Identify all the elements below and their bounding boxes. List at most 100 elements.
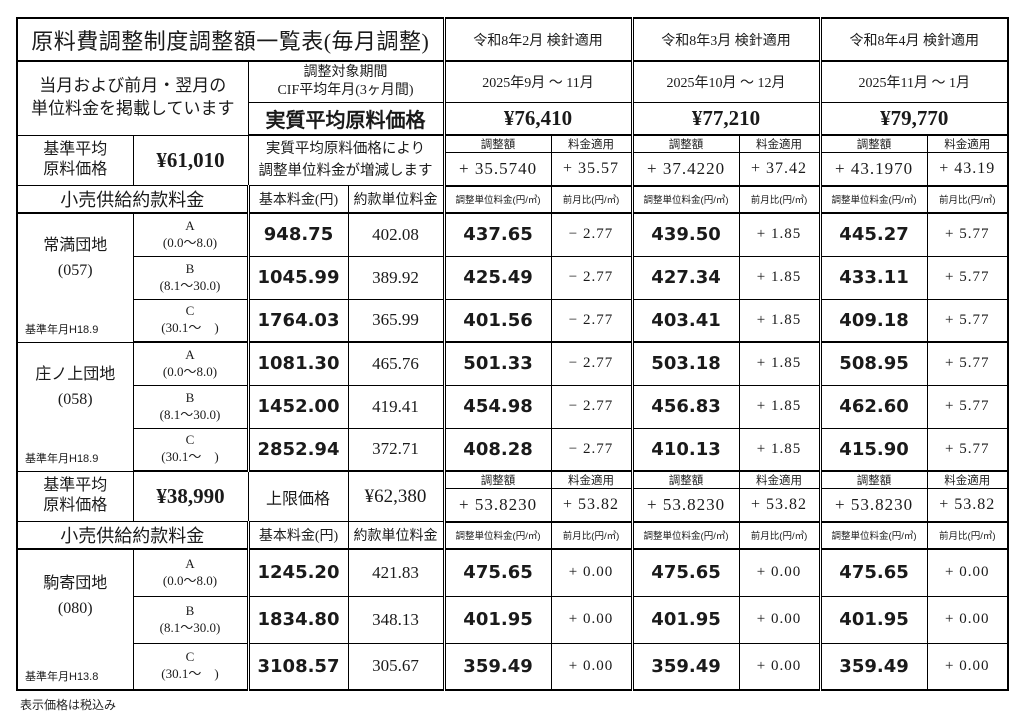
month-header: 令和8年4月 検針適用 [818,17,1009,62]
contract-unit-value: 402.08 [347,212,445,257]
mom-diff-value: + 5.77 [926,384,1009,429]
mom-diff-value: + 0.00 [550,642,633,691]
tier-label: C (30.1～ ) [132,642,249,691]
adj-amount-value: + 53.8230 [630,488,740,523]
cif-period: 2025年11月 ～ 1月 [818,60,1009,103]
mom-diff-value: + 0.00 [738,548,821,597]
adj-amount-header: 調整額 [442,470,552,489]
cap-price-value: ¥62,380 [347,470,445,522]
fee-applied-value: + 53.82 [926,488,1009,523]
base-fee-value: 3108.57 [246,642,349,691]
adjusted-unit-value: 403.41 [630,298,740,343]
adjusted-unit-value: 401.56 [442,298,552,343]
contract-unit-value: 365.99 [347,298,445,343]
fee-applied-value: + 53.82 [550,488,633,523]
adjusted-unit-value: 401.95 [630,595,740,644]
real-avg-price: ¥77,210 [630,101,821,136]
mom-diff-value: + 0.00 [550,595,633,644]
base-fee-value: 1081.30 [246,341,349,386]
adjusted-unit-header: 調整単位料金(円/㎥) [818,185,928,214]
base-fee-value: 1452.00 [246,384,349,429]
adj-amount-value: + 37.4220 [630,152,740,187]
adj-amount-header: 調整額 [818,134,928,153]
mom-diff-value: + 5.77 [926,255,1009,300]
page-title: 原料費調整制度調整額一覧表(毎月調整) [16,17,445,62]
adjusted-unit-value: 425.49 [442,255,552,300]
estate-cell: 駒寄団地 (080) 基準年月H13.8 [16,548,134,691]
base-fee-value: 1045.99 [246,255,349,300]
adj-amount-header: 調整額 [442,134,552,153]
tier-label: A (0.0～8.0) [132,341,249,386]
mom-diff-value: − 2.77 [550,384,633,429]
base-fee-header: 基本料金(円) [246,521,349,550]
contract-unit-value: 421.83 [347,548,445,597]
base-fee-value: 1245.20 [246,548,349,597]
adjusted-unit-value: 359.49 [818,642,928,691]
base-fee-value: 1834.80 [246,595,349,644]
adjusted-unit-value: 433.11 [818,255,928,300]
fee-applied-header: 料金適用 [550,134,633,153]
contract-header: 小売供給約款料金 [16,521,249,550]
adjusted-unit-value: 410.13 [630,427,740,472]
adjusted-unit-value: 475.65 [630,548,740,597]
fee-applied-header: 料金適用 [926,470,1009,489]
fee-applied-header: 料金適用 [738,134,821,153]
real-avg-label: 実質平均原料価格 [247,101,445,136]
adj-amount-value: + 35.5740 [442,152,552,187]
fee-applied-header: 料金適用 [550,470,633,489]
base-avg-value: ¥61,010 [132,134,249,186]
mom-diff-value: + 1.85 [738,427,821,472]
adjusted-unit-value: 501.33 [442,341,552,386]
adjusted-unit-value: 456.83 [630,384,740,429]
contract-unit-value: 389.92 [347,255,445,300]
base-fee-value: 1764.03 [246,298,349,343]
mom-diff-header: 前月比(円/㎥) [738,185,821,214]
adjusted-unit-value: 475.65 [442,548,552,597]
cap-price-label: 上限価格 [247,470,349,522]
adj-amount-value: + 53.8230 [442,488,552,523]
tariff-table: 原料費調整制度調整額一覧表(毎月調整) 令和8年2月 検針適用 令和8年3月 検… [16,17,1010,691]
estate-name: 庄ノ上団地 (058) [35,365,116,408]
tax-included-note: 表示価格は税込み [20,698,117,712]
mom-diff-header: 前月比(円/㎥) [926,521,1009,550]
base-fee-value: 2852.94 [246,427,349,472]
tier-label: B (8.1～30.0) [132,255,249,300]
contract-unit-header: 約款単位料金 [347,521,445,550]
adjusted-unit-value: 427.34 [630,255,740,300]
fee-applied-value: + 37.42 [738,152,821,187]
estate-base-date: 基準年月H13.8 [25,671,99,683]
mom-diff-value: − 2.77 [550,427,633,472]
month-header: 令和8年3月 検針適用 [630,17,821,62]
base-fee-value: 948.75 [246,212,349,257]
fee-applied-header: 料金適用 [738,470,821,489]
contract-unit-value: 348.13 [347,595,445,644]
adjusted-unit-value: 462.60 [818,384,928,429]
tier-label: B (8.1～30.0) [132,595,249,644]
mom-diff-value: + 0.00 [550,548,633,597]
real-avg-price: ¥76,410 [442,101,633,136]
contract-unit-header: 約款単位料金 [347,185,445,214]
estate-base-date: 基準年月H18.9 [25,452,99,465]
tier-label: B (8.1～30.0) [132,384,249,429]
adjusted-unit-header: 調整単位料金(円/㎥) [442,185,552,214]
mom-diff-value: + 0.00 [926,548,1009,597]
mom-diff-value: + 1.85 [738,298,821,343]
contract-unit-value: 419.41 [347,384,445,429]
fee-applied-header: 料金適用 [926,134,1009,153]
mom-diff-value: + 1.85 [738,341,821,386]
contract-unit-value: 305.67 [347,642,445,691]
real-avg-price: ¥79,770 [818,101,1009,136]
mom-diff-header: 前月比(円/㎥) [550,185,633,214]
adjusted-unit-value: 401.95 [818,595,928,644]
estate-name: 常満団地 (057) [43,237,108,280]
adjusted-unit-value: 408.28 [442,427,552,472]
adjusted-unit-value: 445.27 [818,212,928,257]
adjusted-unit-value: 401.95 [442,595,552,644]
mom-diff-value: − 2.77 [550,341,633,386]
base-fee-header: 基本料金(円) [246,185,349,214]
cif-period: 2025年10月 ～ 12月 [630,60,821,103]
adjusted-unit-header: 調整単位料金(円/㎥) [442,521,552,550]
month-header: 令和8年2月 検針適用 [442,17,633,62]
estate-base-date: 基準年月H18.9 [25,323,99,336]
cif-period-label: 調整対象期間 CIF平均年月(3ヶ月間) [247,60,445,103]
